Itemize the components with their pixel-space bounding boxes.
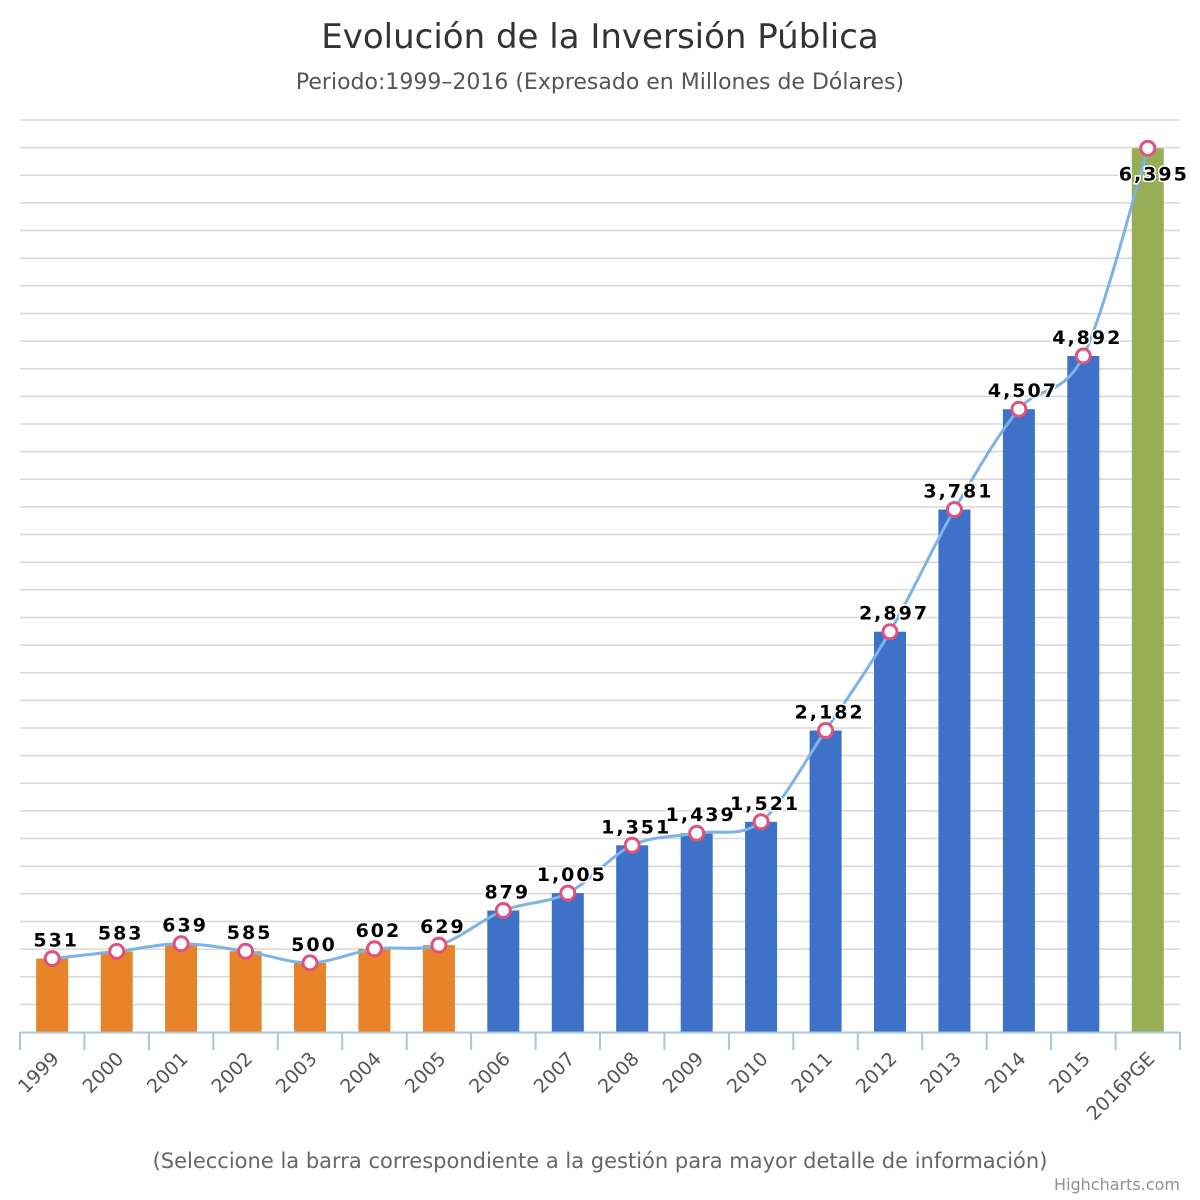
bar-2016PGE[interactable] (1131, 148, 1164, 1033)
data-label-1999: 531 (33, 930, 79, 952)
data-label-2006: 879 (484, 882, 530, 904)
x-tick-label: 2001 (143, 1048, 193, 1098)
line-marker-2010[interactable] (752, 813, 770, 831)
bar-series[interactable] (36, 148, 1164, 1033)
data-label-2009: 1,439 (666, 804, 736, 826)
line-marker-2004[interactable] (365, 940, 383, 958)
data-label-2012: 2,897 (859, 603, 929, 625)
credits-link[interactable]: Highcharts.com (1054, 1175, 1180, 1194)
line-marker-2015[interactable] (1074, 347, 1092, 365)
bar-2005[interactable] (422, 945, 455, 1032)
bar-2002[interactable] (229, 951, 262, 1032)
x-tick-label: 1999 (14, 1048, 64, 1098)
bar-2006[interactable] (487, 910, 520, 1033)
data-label-2001: 639 (162, 915, 208, 937)
line-marker-2014[interactable] (1010, 400, 1028, 418)
bar-2009[interactable] (680, 833, 713, 1032)
line-marker-2012[interactable] (881, 623, 899, 641)
data-labels: 531 583 639 585 500 602 629 879 1,005 1,3511,4391… (32, 162, 1189, 958)
chart-title: Evolución de la Inversión Pública (321, 17, 878, 57)
x-tick-label: 2011 (787, 1048, 837, 1098)
line-marker-2002[interactable] (237, 942, 255, 960)
line-marker-2013[interactable] (945, 501, 963, 518)
line-marker-2007[interactable] (559, 884, 577, 902)
bar-2015[interactable] (1067, 356, 1100, 1032)
bar-2011[interactable] (809, 730, 842, 1033)
data-label-2005: 629 (420, 916, 466, 938)
chart-caption: (Seleccione la barra correspondiente a l… (153, 1149, 1048, 1173)
line-marker-1999[interactable] (43, 950, 61, 968)
x-tick-label: 2008 (594, 1048, 644, 1098)
bar-2014[interactable] (1002, 409, 1035, 1032)
bar-2012[interactable] (874, 631, 906, 1032)
x-tick-label: 2000 (78, 1048, 128, 1098)
x-tick-label: 2015 (1045, 1048, 1095, 1098)
data-label-2004: 602 (356, 920, 402, 942)
line-series (43, 139, 1157, 972)
bar-2000[interactable] (100, 951, 133, 1032)
data-label-2011: 2,182 (795, 702, 865, 724)
bar-2003[interactable] (294, 962, 326, 1032)
x-tick-label: 2016PGE (1083, 1048, 1160, 1125)
x-tick-label: 2013 (916, 1048, 966, 1098)
gridlines (20, 119, 1180, 1006)
data-label-2014: 4,507 (988, 380, 1058, 402)
bar-2013[interactable] (938, 509, 971, 1033)
bar-1999[interactable] (36, 958, 69, 1032)
line-marker-2009[interactable] (688, 824, 706, 842)
bar-2007[interactable] (551, 893, 584, 1032)
data-label-2008: 1,351 (601, 816, 671, 838)
data-label-2002: 585 (227, 922, 273, 944)
data-label-2007: 1,005 (537, 864, 607, 886)
x-tick-label: 2009 (658, 1048, 708, 1098)
chart-subtitle: Periodo:1999–2016 (Expresado en Millones… (296, 70, 904, 95)
data-label-2015: 4,892 (1052, 327, 1122, 349)
bar-2004[interactable] (358, 948, 391, 1032)
line-marker-2016PGE[interactable] (1139, 139, 1157, 157)
x-tick-label: 2014 (981, 1048, 1031, 1098)
x-tick-label: 2010 (723, 1048, 773, 1098)
bar-2010[interactable] (745, 821, 778, 1032)
line-marker-2003[interactable] (301, 954, 319, 972)
line-marker-2001[interactable] (172, 935, 190, 953)
x-tick-label: 2012 (852, 1048, 902, 1098)
x-axis: 1999 2000 2001 2002 2003 2004 2005 2006 2007 2008… (14, 1031, 1181, 1125)
x-tick-label: 2007 (530, 1048, 580, 1098)
data-label-2010: 1,521 (730, 793, 800, 815)
x-tick-label: 2005 (401, 1048, 451, 1098)
data-label-2003: 500 (291, 934, 337, 956)
line-marker-2011[interactable] (817, 722, 835, 739)
line-marker-2000[interactable] (108, 942, 126, 960)
data-label-2013: 3,781 (923, 481, 993, 503)
trend-line (52, 147, 1150, 965)
x-tick-label: 2006 (465, 1048, 515, 1098)
data-label-2016PGE: 6,395 (1119, 163, 1189, 185)
x-tick-label: 2002 (207, 1048, 257, 1098)
line-marker-2008[interactable] (623, 836, 641, 854)
line-marker-2006[interactable] (494, 902, 512, 919)
x-tick-label: 2004 (336, 1048, 386, 1098)
bar-2001[interactable] (165, 943, 198, 1032)
line-marker-2005[interactable] (430, 936, 448, 954)
bar-2008[interactable] (616, 845, 649, 1032)
x-tick-label: 2003 (272, 1048, 322, 1098)
data-label-2000: 583 (98, 922, 144, 944)
